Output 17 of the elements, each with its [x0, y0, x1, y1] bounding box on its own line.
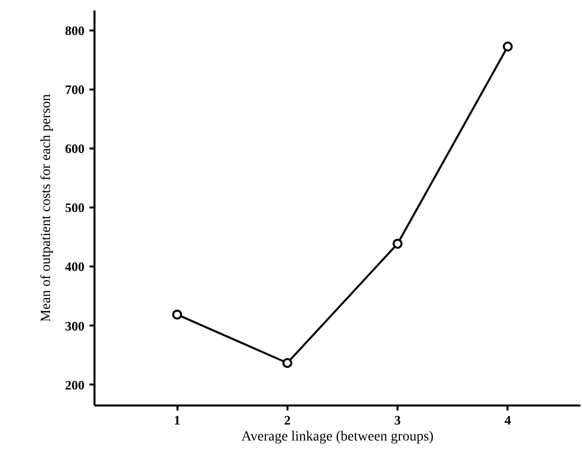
x-tick-label: 3 [394, 412, 402, 428]
x-tick-label: 1 [174, 412, 180, 428]
y-tick-label: 300 [65, 318, 84, 334]
x-axis-title: Average linkage (between groups) [241, 430, 434, 444]
y-tick-label: 700 [65, 82, 84, 98]
y-axis-title: Mean of outpatient costs for each person [39, 94, 54, 322]
point [502, 42, 513, 52]
point [392, 238, 403, 249]
y-tick-label: 500 [65, 200, 84, 216]
point [172, 310, 182, 320]
y-tick-label: 800 [65, 23, 84, 38]
y-tick-label: 200 [65, 377, 84, 392]
y-tick-label: 600 [65, 141, 84, 156]
point [282, 358, 292, 368]
x-tick-label: 2 [284, 412, 291, 428]
y-tick-label: 400 [65, 259, 84, 274]
x-tick-label: 4 [504, 412, 512, 428]
